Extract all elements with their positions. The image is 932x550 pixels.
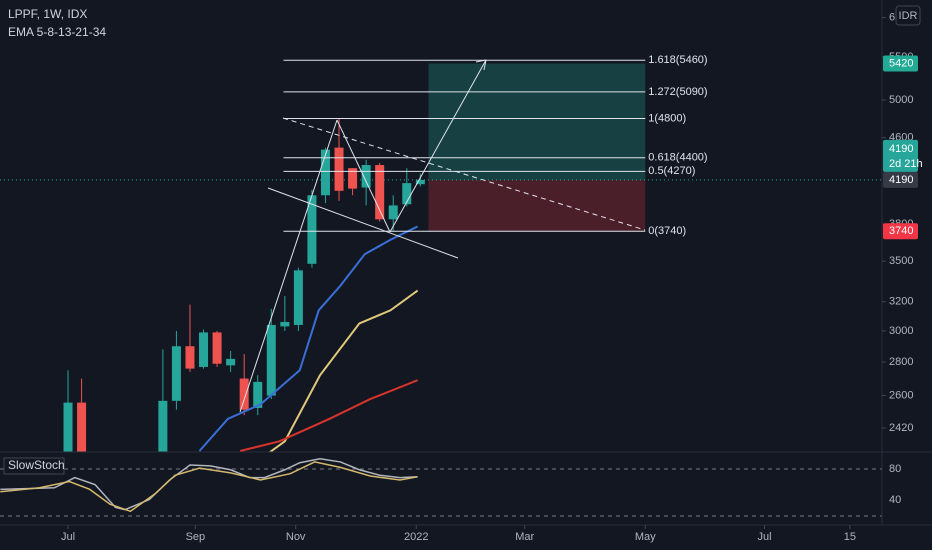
entry-box bbox=[883, 171, 918, 188]
currency[interactable]: IDR bbox=[899, 10, 918, 22]
candle-body bbox=[415, 179, 425, 185]
x-tick-label: Jul bbox=[61, 531, 75, 543]
stoch-title-box bbox=[3, 457, 65, 475]
target-box bbox=[883, 55, 918, 72]
price-labels: 5420 3740 4190 4190 2d 21h bbox=[883, 55, 923, 240]
position-layer bbox=[0, 63, 882, 232]
candle-body bbox=[185, 346, 195, 369]
candle-body bbox=[253, 381, 263, 408]
target-zone bbox=[428, 63, 646, 180]
fib-label: 0(3740) bbox=[648, 225, 686, 237]
candle-body bbox=[63, 402, 73, 452]
candle-body bbox=[226, 358, 236, 366]
trend-line bbox=[336, 119, 391, 233]
candle-body bbox=[348, 168, 358, 189]
candle-body bbox=[239, 378, 249, 410]
stoch-line bbox=[0, 461, 418, 513]
x-tick-label: May bbox=[635, 531, 656, 543]
drawings bbox=[239, 59, 646, 413]
y-tick-label: 5000 bbox=[889, 94, 913, 106]
candle-body bbox=[280, 321, 290, 327]
x-tick-label: Mar bbox=[515, 531, 534, 543]
arrow-head bbox=[483, 59, 487, 71]
fib-label: 0.618(4400) bbox=[648, 152, 707, 164]
x-tick-label: 15 bbox=[844, 531, 856, 543]
candle-body bbox=[199, 332, 209, 367]
stop-label: 3740 bbox=[889, 225, 913, 237]
y-tick-label: 2420 bbox=[889, 422, 913, 434]
ema-line bbox=[268, 289, 419, 452]
arrow-head bbox=[475, 59, 487, 63]
candle-body bbox=[77, 402, 87, 452]
stoch-title: SlowStoch bbox=[8, 458, 65, 472]
projection-line bbox=[389, 59, 487, 233]
x-tick-label: Nov bbox=[286, 531, 306, 543]
candle-body bbox=[402, 183, 412, 205]
stop-box bbox=[883, 223, 918, 240]
currency-button[interactable] bbox=[895, 5, 921, 26]
fib-label: 1(4800) bbox=[648, 112, 686, 124]
y-tick-label: 3200 bbox=[889, 296, 913, 308]
stoch-layer bbox=[0, 458, 882, 517]
last-price-box bbox=[883, 139, 918, 172]
fib-label: 1.272(5090) bbox=[648, 86, 707, 98]
y-tick-label: 3000 bbox=[889, 325, 913, 337]
candle-body bbox=[171, 346, 181, 401]
channel-line bbox=[267, 187, 459, 259]
candle-body bbox=[212, 332, 222, 364]
stoch-tick-label: 80 bbox=[889, 463, 901, 475]
candle-body bbox=[266, 324, 276, 396]
fib-label: 1.618(5460) bbox=[648, 54, 707, 66]
countdown-label: 2d 21h bbox=[889, 158, 923, 170]
fib-label: 0.5(4270) bbox=[648, 165, 695, 177]
candle-body bbox=[361, 165, 371, 188]
candle-body bbox=[320, 149, 330, 196]
candle-body bbox=[293, 270, 303, 325]
dashed-trend-line bbox=[282, 117, 646, 231]
candle-body bbox=[334, 147, 344, 191]
x-tick-label: Jul bbox=[757, 531, 771, 543]
candle-body bbox=[158, 400, 168, 452]
price-layer: 1.618(5460) 1.272(5090) 1(4800) 0.618(4400)… bbox=[63, 54, 708, 452]
target-label: 5420 bbox=[889, 57, 913, 69]
last-price-label: 4190 bbox=[889, 143, 913, 155]
x-tick-label: Sep bbox=[186, 531, 206, 543]
symbol-title: LPPF, 1W, IDX bbox=[8, 7, 87, 21]
entry-label: 4190 bbox=[889, 174, 913, 186]
y-tick-label: 2600 bbox=[889, 390, 913, 402]
candle-body bbox=[375, 165, 385, 220]
candle-body bbox=[307, 195, 317, 264]
stop-zone bbox=[428, 179, 646, 232]
ema-line bbox=[239, 379, 418, 452]
indicator-legend: EMA 5-8-13-21-34 bbox=[8, 25, 106, 39]
y-tick-label: 3500 bbox=[889, 255, 913, 267]
trend-line bbox=[239, 119, 338, 413]
y-tick-label: 2800 bbox=[889, 356, 913, 368]
x-tick-label: 2022 bbox=[404, 531, 428, 543]
candle-body bbox=[388, 205, 398, 220]
stoch-tick-label: 40 bbox=[889, 494, 901, 506]
ema-line bbox=[198, 225, 419, 452]
stoch-line bbox=[0, 458, 418, 511]
